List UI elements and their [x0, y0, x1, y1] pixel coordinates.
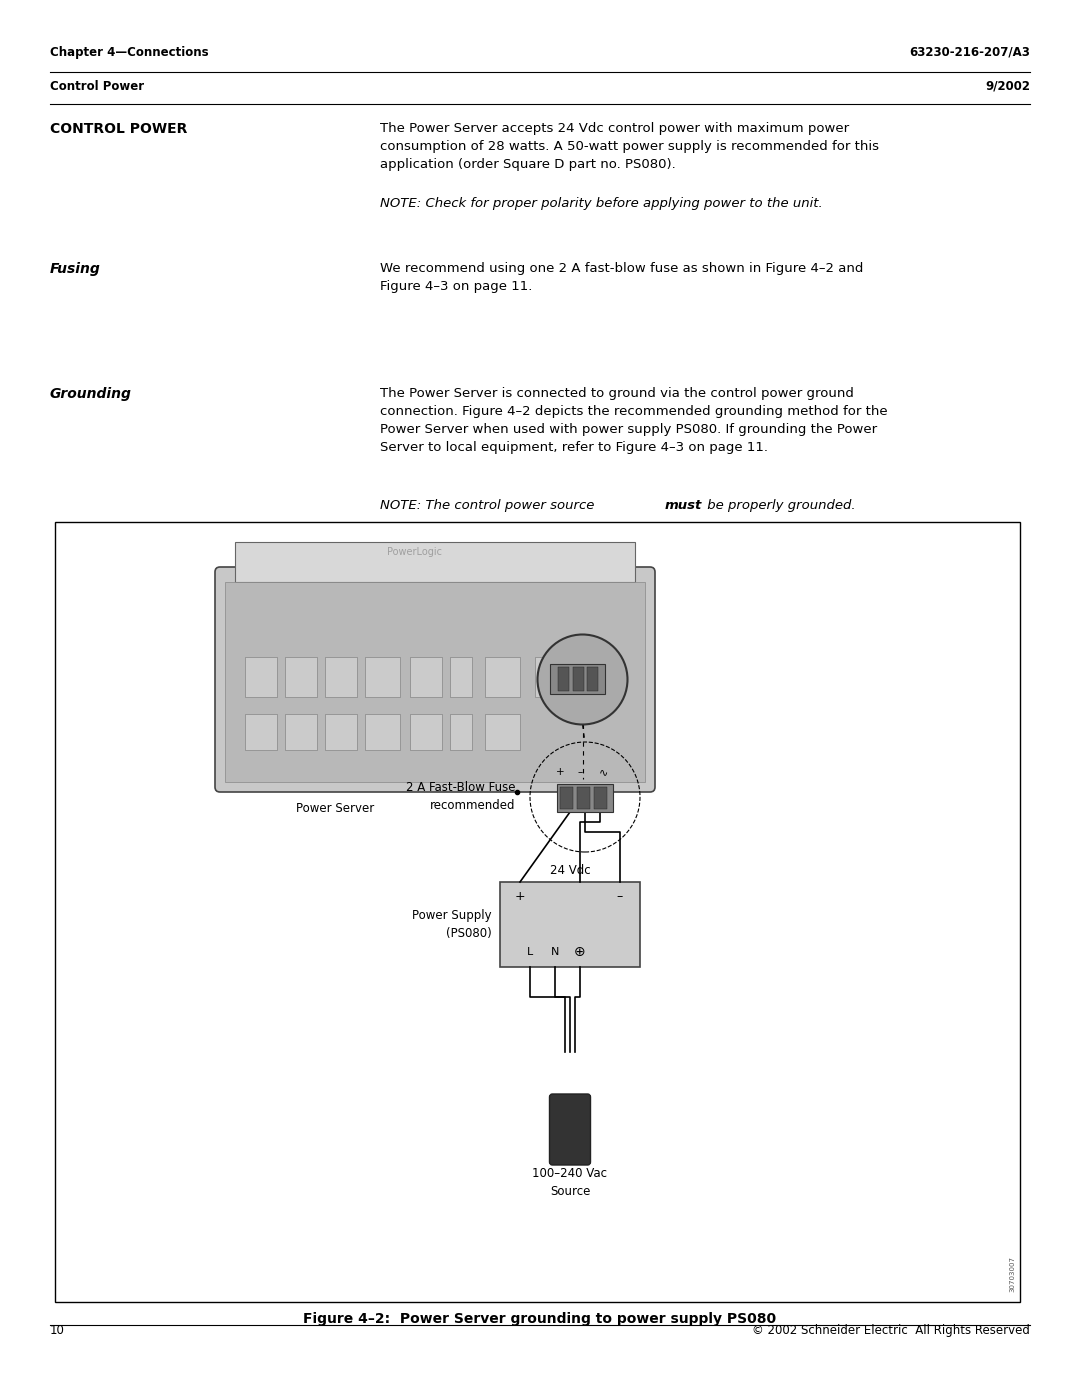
Text: PowerLogic: PowerLogic — [388, 548, 443, 557]
Text: We recommend using one 2 A fast-blow fuse as shown in Figure 4–2 and
Figure 4–3 : We recommend using one 2 A fast-blow fus… — [380, 263, 863, 293]
FancyBboxPatch shape — [485, 657, 519, 697]
Text: be properly grounded.: be properly grounded. — [703, 499, 855, 511]
FancyBboxPatch shape — [225, 583, 645, 782]
Text: ⊕: ⊕ — [575, 944, 585, 958]
FancyBboxPatch shape — [245, 657, 276, 697]
FancyBboxPatch shape — [535, 657, 557, 697]
Text: +: + — [515, 890, 525, 902]
FancyBboxPatch shape — [325, 657, 357, 697]
Circle shape — [538, 634, 627, 725]
FancyBboxPatch shape — [550, 665, 605, 694]
Text: 100–240 Vac
Source: 100–240 Vac Source — [532, 1166, 607, 1199]
FancyBboxPatch shape — [55, 522, 1020, 1302]
Text: ∿: ∿ — [598, 767, 608, 777]
Text: must: must — [665, 499, 702, 511]
Text: Power Supply
(PS080): Power Supply (PS080) — [413, 909, 492, 940]
Text: Grounding: Grounding — [50, 387, 132, 401]
FancyBboxPatch shape — [594, 787, 607, 809]
FancyBboxPatch shape — [450, 714, 472, 750]
Text: Control Power: Control Power — [50, 80, 144, 94]
FancyBboxPatch shape — [285, 657, 318, 697]
FancyBboxPatch shape — [573, 668, 584, 692]
Text: Chapter 4—Connections: Chapter 4—Connections — [50, 46, 208, 59]
FancyBboxPatch shape — [561, 787, 573, 809]
Text: L: L — [527, 947, 534, 957]
FancyBboxPatch shape — [450, 657, 472, 697]
Text: NOTE: Check for proper polarity before applying power to the unit.: NOTE: Check for proper polarity before a… — [380, 197, 823, 210]
Text: +: + — [556, 767, 565, 777]
Text: Power Server: Power Server — [296, 802, 374, 814]
FancyBboxPatch shape — [215, 567, 654, 792]
FancyBboxPatch shape — [365, 714, 400, 750]
FancyBboxPatch shape — [588, 668, 598, 692]
FancyBboxPatch shape — [410, 714, 442, 750]
Text: 2 A Fast-Blow Fuse
recommended: 2 A Fast-Blow Fuse recommended — [405, 781, 515, 813]
Text: 24 Vdc: 24 Vdc — [550, 863, 591, 877]
FancyBboxPatch shape — [325, 714, 357, 750]
Text: 10: 10 — [50, 1324, 65, 1337]
FancyBboxPatch shape — [557, 784, 613, 812]
FancyBboxPatch shape — [410, 657, 442, 697]
Text: The Power Server accepts 24 Vdc control power with maximum power
consumption of : The Power Server accepts 24 Vdc control … — [380, 122, 879, 170]
FancyBboxPatch shape — [500, 882, 640, 967]
Text: 30703007: 30703007 — [1009, 1256, 1015, 1292]
Text: The Power Server is connected to ground via the control power ground
connection.: The Power Server is connected to ground … — [380, 387, 888, 454]
Text: CONTROL POWER: CONTROL POWER — [50, 122, 187, 136]
Text: N: N — [551, 947, 559, 957]
Text: Fusing: Fusing — [50, 263, 100, 277]
FancyBboxPatch shape — [365, 657, 400, 697]
Text: 9/2002: 9/2002 — [985, 80, 1030, 94]
FancyBboxPatch shape — [558, 668, 569, 692]
Text: 63230-216-207/A3: 63230-216-207/A3 — [909, 46, 1030, 59]
FancyBboxPatch shape — [285, 714, 318, 750]
FancyBboxPatch shape — [245, 714, 276, 750]
Text: –: – — [617, 890, 623, 902]
Text: NOTE: The control power source: NOTE: The control power source — [380, 499, 598, 511]
Text: © 2002 Schneider Electric  All Rights Reserved: © 2002 Schneider Electric All Rights Res… — [752, 1324, 1030, 1337]
Text: Figure 4–2:  Power Server grounding to power supply PS080: Figure 4–2: Power Server grounding to po… — [303, 1312, 777, 1326]
Text: –: – — [578, 767, 582, 777]
FancyBboxPatch shape — [235, 542, 635, 583]
FancyBboxPatch shape — [485, 714, 519, 750]
FancyBboxPatch shape — [550, 1094, 591, 1165]
FancyBboxPatch shape — [577, 787, 590, 809]
